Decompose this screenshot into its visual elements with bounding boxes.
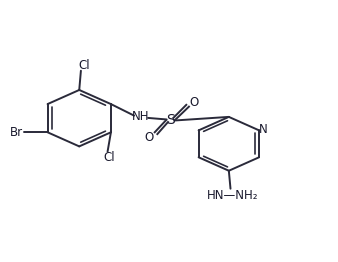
Text: HN—NH₂: HN—NH₂: [207, 189, 258, 202]
Text: Br: Br: [9, 126, 23, 139]
Text: O: O: [144, 131, 154, 144]
Text: NH: NH: [132, 110, 149, 123]
Text: S: S: [166, 113, 175, 127]
Text: Cl: Cl: [103, 151, 115, 164]
Text: O: O: [190, 96, 199, 108]
Text: N: N: [259, 123, 267, 136]
Text: Cl: Cl: [78, 59, 90, 72]
